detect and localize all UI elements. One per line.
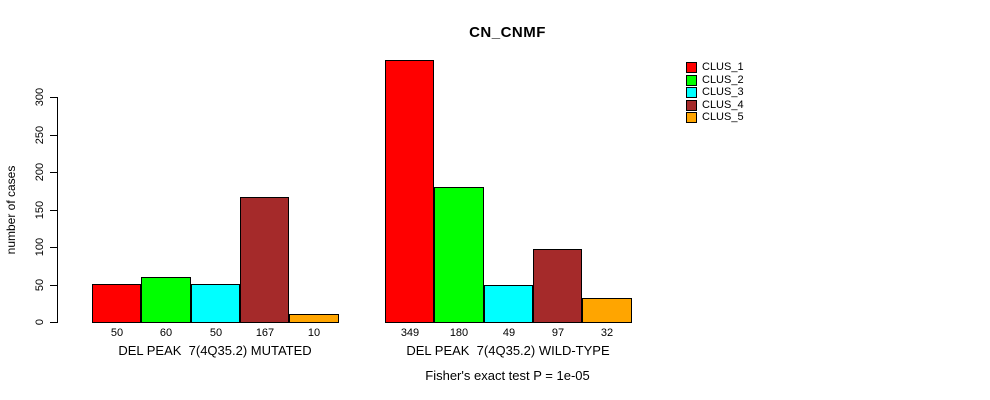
bar-value-label: 50 xyxy=(209,327,223,339)
legend-label: CLUS_1 xyxy=(702,61,744,73)
y-tick-mark xyxy=(50,172,57,173)
bar-clus_3-group1 xyxy=(191,284,240,323)
y-tick-label: 150 xyxy=(34,200,46,220)
legend-label: CLUS_3 xyxy=(702,86,744,98)
group-label-2: DEL PEAK 7(4Q35.2) WILD-TYPE xyxy=(406,343,610,358)
bar-value-label: 97 xyxy=(551,327,565,339)
fisher-test-annotation: Fisher's exact test P = 1e-05 xyxy=(425,368,590,383)
bar-value-label: 50 xyxy=(110,327,124,339)
y-tick-label: 200 xyxy=(34,162,46,182)
legend-swatch-clus_3 xyxy=(686,87,697,98)
bar-value-label: 167 xyxy=(255,327,275,339)
y-axis-line xyxy=(57,97,58,323)
bar-clus_4-group2 xyxy=(533,249,582,323)
y-tick-mark xyxy=(50,135,57,136)
y-tick-label: 100 xyxy=(34,237,46,257)
y-tick-label: 50 xyxy=(34,278,46,292)
bar-clus_3-group2 xyxy=(484,285,533,323)
legend-swatch-clus_1 xyxy=(686,62,697,73)
group-label-1: DEL PEAK 7(4Q35.2) MUTATED xyxy=(118,343,312,358)
bar-clus_2-group1 xyxy=(141,277,191,323)
bar-value-label: 349 xyxy=(400,327,420,339)
bar-value-label: 49 xyxy=(502,327,516,339)
y-tick-label: 0 xyxy=(34,318,46,326)
y-tick-mark xyxy=(50,97,57,98)
bar-clus_2-group2 xyxy=(434,187,484,323)
bar-clus_5-group2 xyxy=(582,298,632,323)
legend-label: CLUS_5 xyxy=(702,111,744,123)
y-tick-mark xyxy=(50,247,57,248)
bar-clus_5-group1 xyxy=(289,314,339,323)
bar-value-label: 10 xyxy=(307,327,321,339)
bar-clus_1-group2 xyxy=(385,60,434,323)
y-axis-label: number of cases xyxy=(4,165,18,255)
legend-swatch-clus_5 xyxy=(686,112,697,123)
legend-swatch-clus_2 xyxy=(686,75,697,86)
legend-swatch-clus_4 xyxy=(686,100,697,111)
y-tick-mark xyxy=(50,285,57,286)
legend-label: CLUS_4 xyxy=(702,99,744,111)
y-tick-label: 250 xyxy=(34,125,46,145)
y-tick-mark xyxy=(50,210,57,211)
bar-value-label: 180 xyxy=(449,327,469,339)
bar-clus_4-group1 xyxy=(240,197,289,323)
legend-label: CLUS_2 xyxy=(702,74,744,86)
chart-title: CN_CNMF xyxy=(469,24,546,41)
bar-value-label: 32 xyxy=(600,327,614,339)
y-tick-label: 300 xyxy=(34,87,46,107)
y-tick-mark xyxy=(50,322,57,323)
bar-clus_1-group1 xyxy=(92,284,141,323)
bar-value-label: 60 xyxy=(159,327,173,339)
